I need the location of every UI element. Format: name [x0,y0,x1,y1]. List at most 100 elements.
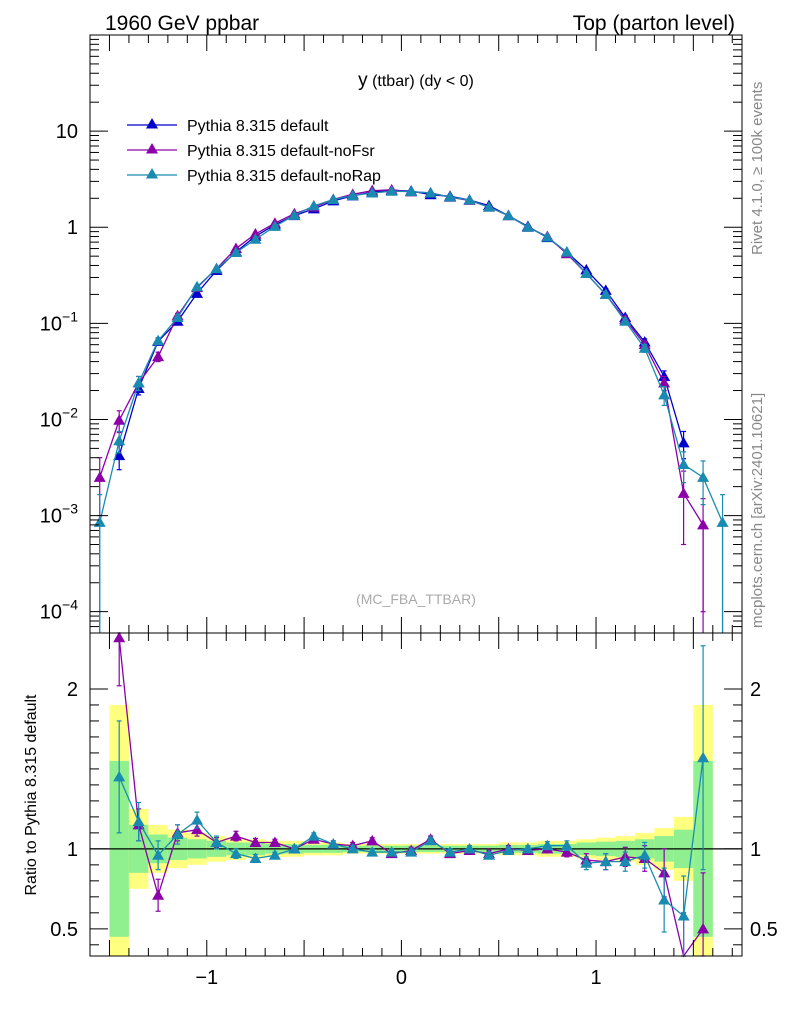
data-point [599,855,612,867]
title-rest: (ttbar) (dy < 0) [368,73,474,90]
data-point [677,436,690,448]
data-point [658,388,671,400]
main-title: y (ttbar) (dy < 0) [358,70,474,91]
data-point [677,487,690,498]
data-point [424,834,437,846]
data-point [638,849,651,860]
data-point [638,342,651,353]
data-point [327,838,340,849]
data-point [93,471,106,482]
watermark: (MC_FBA_TTBAR) [356,591,476,607]
main-ytick-label: 10−3 [40,501,78,528]
data-point [405,846,418,857]
ytick-base: 10 [40,602,62,624]
data-point [210,262,223,274]
series-line [99,189,704,526]
data-point [599,288,612,299]
legend-label-noRap: Pythia 8.315 default-noRap [187,168,381,185]
data-point [541,839,554,851]
data-point [619,315,632,326]
data-point [444,191,457,202]
data-point [229,847,242,859]
data-point [229,830,242,841]
ytick-base: 10 [40,409,62,431]
data-point [171,828,184,839]
ytick-exponent: −1 [62,308,78,324]
ratio-panel: 0.5 0.5 1 1 2 2 −1 0 1 Ratio to Pythia 8.315 de… [23,631,778,989]
header-left: 1960 GeV ppbar [105,12,259,35]
data-point [113,631,126,643]
data-point [482,849,495,860]
mcplots-label: mcplots.cern.ch [arXiv:2401.10621] [749,393,766,628]
data-point [560,246,573,257]
data-point [541,231,554,242]
ratio-ytick-label-left: 1 [67,839,78,861]
data-point [132,376,145,388]
data-point [560,839,573,851]
rivet-label: Rivet 4.1.0, ≥ 100k events [749,82,766,255]
data-point [463,193,476,205]
data-point [346,842,359,854]
ytick-exponent: −4 [62,597,78,613]
data-point [152,334,165,346]
data-point [405,185,418,197]
data-point [697,751,710,763]
data-point [482,201,495,212]
header-right: Top (parton level) [573,12,735,35]
ratio-ytick-label-right: 0.5 [750,919,778,941]
data-point [560,846,573,857]
data-point [677,458,690,469]
data-point [580,267,593,279]
data-point [444,846,457,857]
main-ytick-label: 10−1 [40,308,78,335]
ytick-exponent: −2 [62,404,78,420]
data-point [307,199,320,211]
ratio-series-noFsr [113,631,710,958]
ytick-base: 10 [40,506,62,528]
data-point [288,842,301,854]
legend-marker-noFsr [146,143,158,154]
ytick-exponent: −3 [62,501,78,517]
series-line [118,637,704,958]
data-point [152,889,165,900]
data-point [268,849,281,860]
data-point [502,844,515,855]
data-point [191,287,204,298]
main-series-noRap [93,185,729,633]
legend-label-noFsr: Pythia 8.315 default-noFsr [187,143,375,160]
legend-marker-default [146,118,158,129]
data-point [658,894,671,905]
ratio-xtick-label: 1 [590,967,601,989]
main-ytick-label: 1 [67,217,78,239]
main-series-default [113,184,690,471]
data-point [677,910,690,921]
ratio-ytick-label-left: 0.5 [50,919,78,941]
data-point [191,280,204,292]
data-point [366,834,379,846]
ratio-xtick-label: 0 [396,967,407,989]
data-point [93,516,106,527]
series-line [99,190,724,523]
data-point [288,209,301,220]
data-point [268,836,281,847]
data-point [385,846,398,857]
data-point [580,857,593,868]
data-point [268,220,281,231]
ratio-ylabel: Ratio to Pythia 8.315 default [23,694,40,896]
legend-label-default: Pythia 8.315 default [187,118,329,135]
main-ytick-label: 10−4 [40,597,78,624]
data-point [152,849,165,860]
data-point [521,842,534,854]
data-point [521,221,534,232]
data-point [366,187,379,198]
data-point [229,246,242,258]
data-point [658,376,671,388]
title-main: y [358,70,368,91]
data-point [113,770,126,782]
ratio-frame [89,632,743,957]
legend-marker-noRap [146,168,158,179]
data-point [619,855,632,867]
data-point [697,922,710,934]
